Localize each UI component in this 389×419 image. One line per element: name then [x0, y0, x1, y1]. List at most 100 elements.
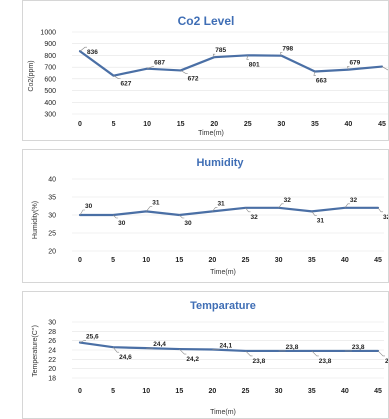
data-label: 32	[350, 197, 358, 204]
data-label-leader	[245, 350, 253, 357]
x-tick-label: 25	[242, 388, 250, 395]
humidity-chart-panel: Humidity Time(m) Humidity(%) 20 25 30 35 40 0…	[22, 149, 389, 283]
x-tick-label: 30	[275, 388, 283, 395]
x-tick-label: 15	[175, 257, 183, 264]
y-axis-label: Co2(ppm)	[28, 60, 35, 91]
y-tick-label: 18	[48, 376, 56, 383]
x-tick-label: 0	[78, 121, 82, 128]
x-axis-label: Time(m)	[210, 269, 236, 276]
data-label: 25,6	[86, 334, 99, 341]
data-label: 672	[188, 75, 199, 82]
y-tick-label: 500	[44, 88, 56, 95]
data-label: 23,8	[253, 358, 266, 365]
data-label-leader	[146, 66, 155, 69]
x-tick-label: 20	[209, 388, 217, 395]
y-tick-label: 400	[44, 100, 56, 107]
x-tick-label: 35	[308, 257, 316, 264]
x-tick-label: 0	[78, 257, 82, 264]
x-axis-label: Time(m)	[210, 409, 236, 416]
x-tick-label: 0	[78, 388, 82, 395]
temperature-chart-panel: Temparature Time(m) Temperature(C°) 18 20…	[22, 291, 389, 419]
data-label-leader	[79, 340, 86, 343]
series-line	[78, 50, 384, 77]
x-tick-label: 40	[341, 257, 349, 264]
y-tick-label: 800	[44, 53, 56, 60]
data-label-leader	[381, 66, 388, 71]
data-label: 32	[383, 214, 389, 221]
y-axis-label: Temperature(C°)	[31, 325, 39, 377]
y-tick-label: 20	[48, 366, 56, 373]
x-tick-label: 35	[308, 388, 316, 395]
series-line	[78, 206, 380, 217]
data-label: 801	[249, 61, 260, 68]
data-label: 687	[154, 60, 165, 67]
y-tick-label: 22	[48, 357, 56, 364]
data-label: 23,8	[352, 344, 365, 351]
x-tick-label: 45	[374, 257, 382, 264]
x-tick-label: 5	[112, 121, 116, 128]
co2-chart: Co2 Level Time(m) Co2(ppm) 3004005006007…	[28, 14, 388, 137]
data-label: 30	[118, 220, 126, 227]
data-label: 31	[152, 199, 160, 206]
x-tick-label: 30	[277, 121, 285, 128]
chart-title: Humidity	[196, 157, 244, 169]
data-label: 32	[284, 197, 292, 204]
x-tick-label: 25	[242, 257, 250, 264]
data-label: 23,8	[286, 344, 299, 351]
x-axis-label: Time(m)	[198, 130, 224, 137]
chart-title: Co2 Level	[178, 14, 235, 28]
data-label-leader	[212, 53, 216, 58]
y-tick-label: 30	[48, 320, 56, 327]
x-tick-label: 10	[143, 121, 151, 128]
x-tick-label: 40	[345, 121, 353, 128]
data-label-leader	[145, 206, 153, 212]
y-tick-label: 28	[48, 329, 56, 336]
x-tick-label: 35	[311, 121, 319, 128]
y-tick-label: 600	[44, 76, 56, 83]
data-label: 785	[215, 47, 226, 54]
co2-chart-panel: Co2 Level Time(m) Co2(ppm) 300 400 500 600 7…	[22, 0, 389, 141]
y-tick-label: 1000	[40, 30, 56, 37]
data-label: 24,2	[186, 356, 199, 363]
data-label-leader	[377, 350, 385, 357]
y-tick-label: 35	[48, 195, 56, 202]
x-tick-label: 5	[111, 388, 115, 395]
data-label: 663	[316, 77, 327, 84]
y-tick-label: 25	[48, 231, 56, 238]
y-tick-label: 300	[44, 112, 56, 119]
data-label-leader	[179, 214, 185, 219]
data-label: 798	[282, 46, 293, 53]
data-label: 836	[87, 49, 98, 56]
data-label-leader	[377, 207, 383, 213]
y-tick-label: 700	[44, 65, 56, 72]
data-label: 627	[121, 81, 132, 88]
data-label: 32	[251, 214, 259, 221]
data-label-leader	[179, 348, 187, 355]
data-label: 24,6	[119, 354, 132, 361]
data-label: 30	[85, 203, 93, 210]
data-label-leader	[278, 203, 284, 208]
data-label-leader	[311, 211, 317, 216]
y-axis-label: Humidity(%)	[32, 201, 39, 239]
data-label: 679	[349, 60, 360, 67]
data-label: 30	[184, 220, 192, 227]
temperature-chart: Temparature Time(m) Temperature(C°) 18 20…	[31, 300, 388, 416]
data-label-leader	[311, 350, 319, 357]
data-label: 24,1	[219, 343, 232, 350]
x-tick-label: 15	[177, 121, 185, 128]
y-tick-label: 20	[48, 249, 56, 256]
data-label-leader	[344, 203, 350, 208]
x-tick-label: 20	[209, 257, 217, 264]
data-label: 31	[317, 217, 325, 224]
data-label-leader	[79, 209, 85, 216]
x-tick-label: 40	[341, 388, 349, 395]
data-label-leader	[313, 71, 316, 76]
y-tick-label: 900	[44, 41, 56, 48]
humidity-chart: Humidity Time(m) Humidity(%) 20 25 30 35 40 0…	[32, 157, 389, 276]
data-label-leader	[180, 70, 188, 74]
x-tick-label: 10	[142, 257, 150, 264]
series-line	[78, 341, 380, 353]
data-label-leader	[246, 55, 249, 60]
data-label-leader	[279, 52, 283, 56]
x-tick-label: 5	[111, 257, 115, 264]
